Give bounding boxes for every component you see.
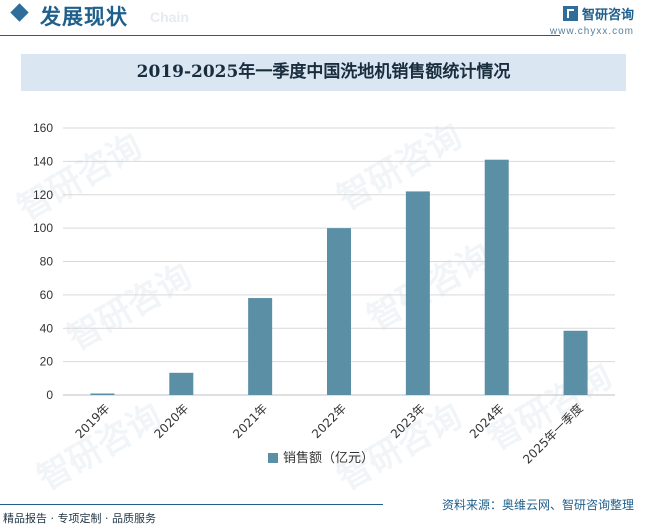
section-subtitle: Chain [150,9,189,25]
y-tick-label: 120 [33,188,53,202]
brand-logo-icon [562,6,578,21]
y-tick-label: 80 [40,255,54,269]
bar [248,298,273,395]
y-tick-label: 20 [40,355,54,369]
bar [327,228,351,395]
y-tick-label: 100 [33,221,53,235]
header-divider [0,35,560,36]
y-tick-label: 40 [40,321,54,335]
x-tick-label: 2022年 [309,401,349,441]
brand-url: www.chyxx.com [549,26,634,37]
section-title: 发展现状 [40,5,128,29]
x-tick-label: 2020年 [151,401,191,441]
chart-title: 2019-2025年一季度中国洗地机销售额统计情况 [21,54,626,91]
x-tick-label: 2019年 [73,401,113,441]
brand-logo: 智研咨询 www.chyxx.com [550,3,634,37]
bar [563,330,588,395]
legend-swatch [268,453,278,463]
source-note: 资料来源：奥维云网、智研咨询整理 [441,498,634,512]
x-tick-label: 2025年一季度 [520,401,586,467]
legend-label: 销售额（亿元） [283,450,374,466]
bar [169,372,194,395]
footer-tagline: 精品报告 · 专项定制 · 品质服务 [3,512,156,525]
bar [405,191,430,395]
y-tick-label: 160 [33,121,53,135]
bar [90,393,115,395]
x-tick-label: 2021年 [230,401,270,441]
bar [484,159,509,395]
x-tick-label: 2023年 [388,401,428,441]
brand-name: 智研咨询 [581,8,634,23]
section-header: 发展现状 Chain 智研咨询 www.chyxx.com [0,0,648,37]
y-tick-label: 140 [33,154,53,168]
x-tick-label: 2024年 [467,401,507,441]
footer-divider [0,504,383,505]
y-tick-label: 60 [40,288,54,302]
y-tick-label: 0 [46,388,53,402]
